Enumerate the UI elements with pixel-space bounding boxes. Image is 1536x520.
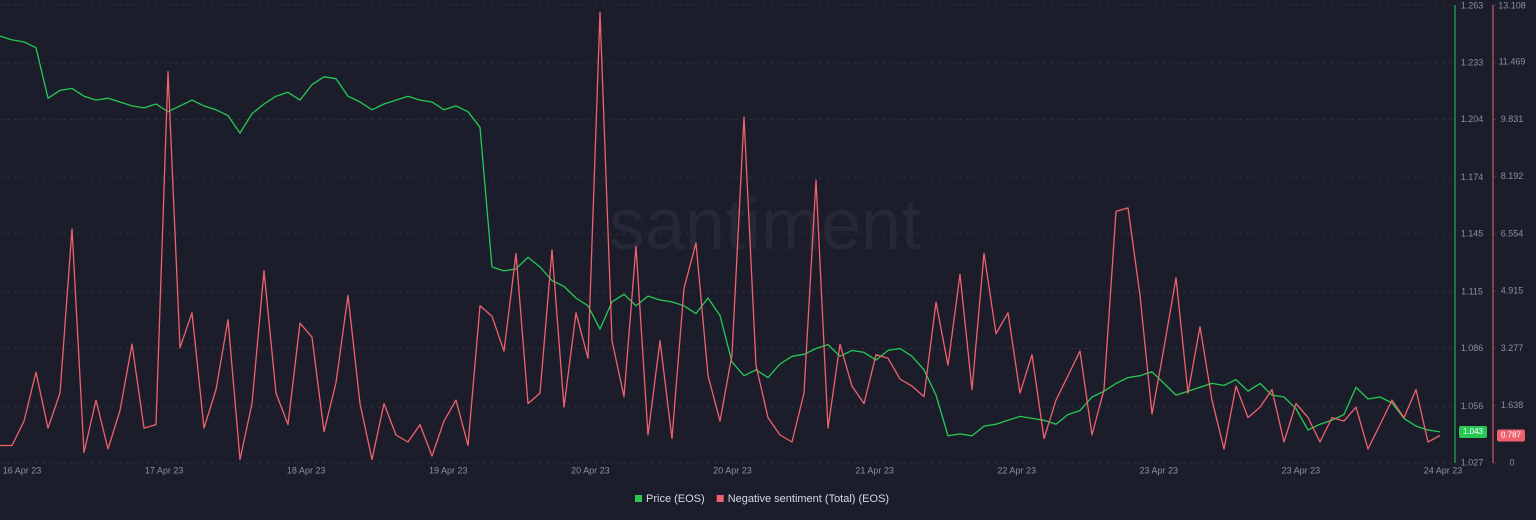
x-tick-label: 20 Apr 23 [571, 465, 610, 475]
value-badge [1459, 425, 1487, 438]
y2-tick-label: 8.192 [1501, 171, 1524, 181]
y-tick-label: 1.086 [1461, 343, 1484, 353]
x-tick-label: 19 Apr 23 [429, 465, 468, 475]
value-badge-label: 0.787 [1501, 431, 1522, 440]
line-series [0, 11, 1441, 461]
y-tick-label: 1.233 [1461, 58, 1484, 68]
y-tick-label: 1.027 [1461, 457, 1484, 467]
y2-tick-label: 4.915 [1501, 286, 1524, 296]
x-tick-label: 23 Apr 23 [1140, 465, 1179, 475]
watermark: santiment [609, 185, 921, 265]
y2-tick-label: 1.638 [1501, 400, 1524, 410]
y-tick-label: 1.263 [1461, 0, 1484, 10]
legend-swatch [635, 495, 642, 502]
y2-tick-label: 9.831 [1501, 114, 1524, 124]
x-tick-label: 21 Apr 23 [855, 465, 894, 475]
legend-label: Price (EOS) [646, 493, 705, 505]
y2-tick-label: 11.469 [1499, 57, 1526, 67]
x-tick-label: 18 Apr 23 [287, 465, 326, 475]
value-badge [1497, 429, 1525, 442]
x-tick-label: 22 Apr 23 [997, 465, 1036, 475]
x-tick-label: 16 Apr 23 [3, 465, 42, 475]
y2-tick-label: 3.277 [1501, 343, 1524, 353]
legend: Price (EOS) Negative sentiment (Total) (E… [635, 493, 889, 505]
y-tick-label: 1.145 [1461, 228, 1484, 238]
y-tick-label: 1.204 [1461, 114, 1484, 124]
line-series [0, 35, 1441, 437]
y-tick-label: 1.174 [1461, 172, 1484, 182]
x-tick-label: 17 Apr 23 [145, 465, 184, 475]
x-tick-label: 24 Apr 23 [1424, 465, 1463, 475]
y2-tick-label: 13.108 [1498, 0, 1526, 10]
value-badge-label: 1.043 [1463, 427, 1484, 436]
y2-tick-label: 0 [1509, 457, 1514, 467]
x-tick-label: 23 Apr 23 [1282, 465, 1321, 475]
legend-swatch [716, 495, 724, 502]
y-tick-label: 1.056 [1461, 401, 1484, 411]
y2-tick-label: 6.554 [1501, 228, 1524, 238]
legend-label: Negative sentiment (Total) (EOS) [728, 493, 889, 505]
y-tick-label: 1.115 [1461, 287, 1483, 297]
x-tick-label: 20 Apr 23 [713, 465, 752, 475]
